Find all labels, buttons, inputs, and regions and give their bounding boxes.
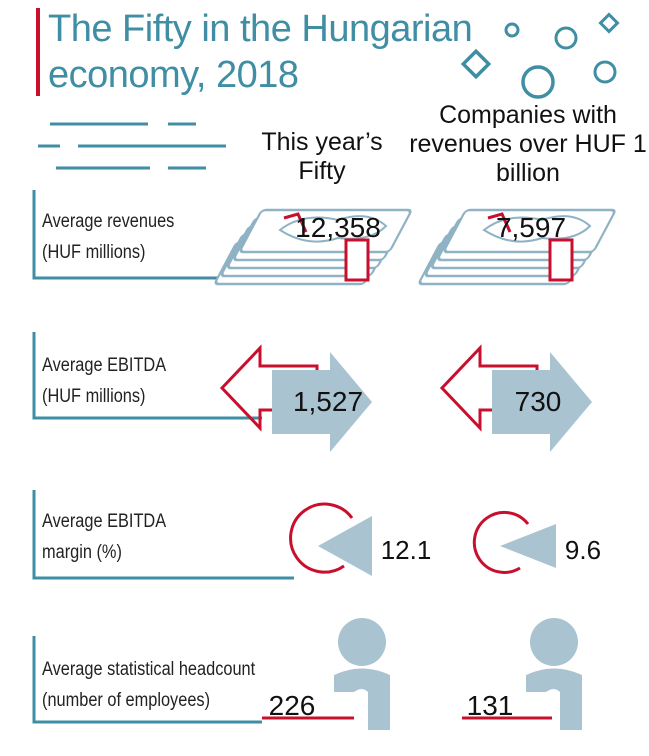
row-label-line: (HUF millions) [42,242,146,263]
row-brackets [32,190,294,724]
person-icon [526,618,582,730]
column-header-companies: Companies with revenues over HUF 1 billi… [409,101,647,187]
row-label-line: Average EBITDA [42,511,167,532]
circle-decoration-icon [504,22,520,38]
row-label-line: margin (%) [42,542,122,563]
row-label-line: Average revenues [42,211,175,232]
money-stack-icon [213,208,413,286]
row-label-line: Average statistical headcount [42,659,256,680]
row-label-revenues: Average revenues (HUF millions) [42,206,174,268]
circle-decoration-icon [554,26,578,50]
person-icon [334,618,390,730]
value-ebitda-companies: 730 [514,386,562,417]
decorative-shapes [460,12,620,99]
row-label-margin: Average EBITDA margin (%) [42,506,166,568]
value-margin-companies: 9.6 [564,535,602,565]
title-accent-bar [36,8,40,96]
value-revenues-fifty: 12,358 [295,212,381,243]
row-bracket [32,636,262,724]
row-label-line: (HUF millions) [42,386,146,407]
value-margin-fifty: 12.1 [380,535,432,565]
money-stack-icon [417,208,617,286]
value-revenues-companies: 7,597 [495,212,567,243]
dashed-lines-decoration [38,122,226,170]
circle-decoration-icon [593,60,617,84]
value-headcount-companies: 131 [466,690,514,721]
row-label-ebitda: Average EBITDA (HUF millions) [42,350,166,412]
circle-decoration-icon [521,65,555,99]
value-headcount-fifty: 226 [268,690,316,721]
row-bracket [32,190,258,280]
diamond-decoration-icon [598,12,620,34]
row-bracket [32,332,262,420]
column-header-fifty: This year’s Fifty [261,128,383,185]
row-label-line: Average EBITDA [42,355,167,376]
row-bracket [32,490,294,580]
value-ebitda-fifty: 1,527 [292,386,364,417]
page-title: The Fifty in the Hungarian economy, 2018 [48,8,473,96]
pie-slice-icon [289,502,372,576]
diamond-decoration-icon [460,48,492,80]
row-label-headcount: Average statistical headcount (number of… [42,654,255,716]
row-label-line: (number of employees) [42,690,211,711]
pie-slice-icon [472,510,556,574]
